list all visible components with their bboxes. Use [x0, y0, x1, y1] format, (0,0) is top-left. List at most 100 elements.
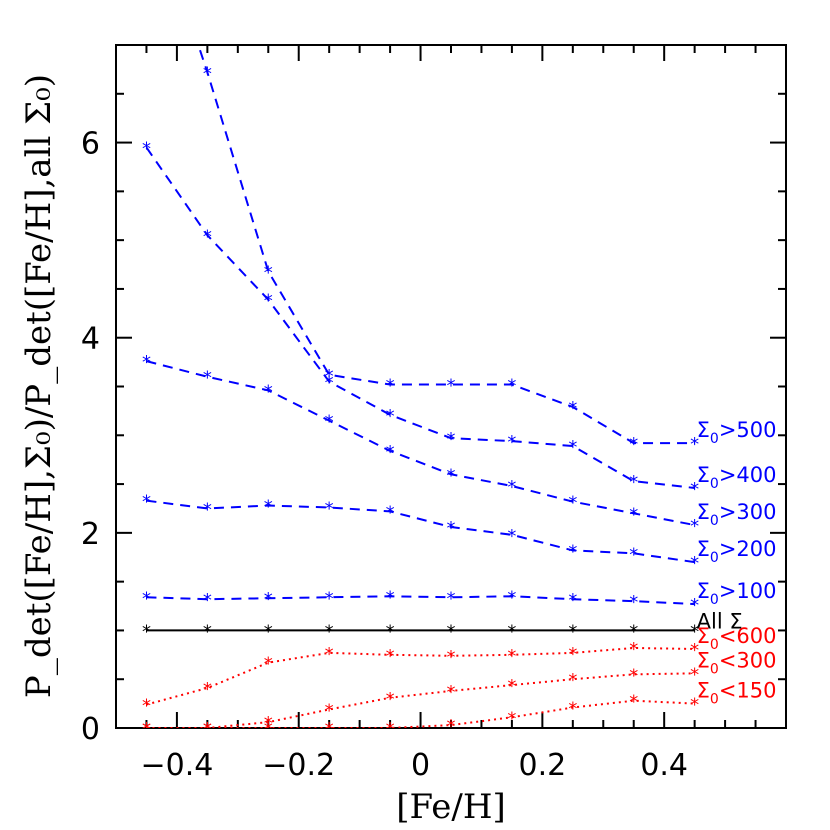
data-point-all--5: *: [629, 621, 638, 642]
data-point-all--5: *: [568, 621, 577, 642]
data-point--400-1: *: [203, 226, 212, 247]
y-tick-label: 2: [81, 517, 100, 552]
data-point--150-8: *: [325, 719, 334, 740]
data-point--500-0: *: [568, 398, 577, 419]
series-label--200-3: Σ0>200: [697, 537, 777, 566]
data-point--200-3: *: [325, 498, 334, 519]
data-point--500-0: *: [325, 366, 334, 387]
data-point--300-2: *: [447, 465, 456, 486]
data-point--100-4: *: [568, 590, 577, 611]
data-point--200-3: *: [507, 526, 516, 547]
data-point--400-1: *: [690, 479, 699, 500]
data-point--300-7: *: [629, 665, 638, 686]
data-point--300-2: *: [325, 412, 334, 433]
data-point--400-1: *: [507, 432, 516, 453]
series-line--600-6: [146, 646, 695, 706]
data-point-all--5: *: [386, 621, 395, 642]
x-tick-label: 0.4: [640, 748, 688, 783]
series-label--600-6: Σ0<600: [697, 624, 777, 653]
series-line--400-1: [145, 146, 695, 489]
data-point--100-4: *: [507, 587, 516, 608]
data-point--200-3: *: [264, 497, 273, 518]
data-point--200-3: *: [629, 544, 638, 565]
data-point--150-8: *: [507, 708, 516, 729]
data-point--300-2: *: [264, 381, 273, 402]
data-point--300-2: *: [142, 352, 151, 373]
data-point--300-7: *: [568, 670, 577, 691]
data-point--600-6: *: [325, 644, 334, 665]
data-point--400-1: *: [142, 138, 151, 159]
data-point--100-4: *: [629, 592, 638, 613]
x-tick-label: 0.2: [519, 748, 567, 783]
data-point--150-8: *: [690, 695, 699, 716]
data-point-all--5: *: [507, 621, 516, 642]
data-point--500-0: *: [386, 376, 395, 397]
data-point--300-2: *: [507, 477, 516, 498]
data-point--500-0: *: [629, 434, 638, 455]
data-point--400-1: *: [264, 291, 273, 312]
data-point--150-8: *: [447, 716, 456, 737]
data-point--300-7: *: [264, 713, 273, 734]
data-point--600-6: *: [568, 644, 577, 665]
series-layer: * * * * * * * * * * * * * * * * * * * * * * * * * * * * * * * * * * * * * * * *…: [142, 45, 699, 740]
axis-ticks: −0.4 −0.2 0 0.2 0.4 0 2 4 6: [81, 44, 787, 783]
series-line--200-3: [146, 499, 695, 564]
data-point-all--5: *: [325, 621, 334, 642]
data-point-all--5: *: [264, 621, 273, 642]
data-point--150-8: *: [264, 719, 273, 740]
series-line--300-2: [146, 360, 695, 527]
data-point--300-2: *: [203, 368, 212, 389]
data-point--100-4: *: [203, 590, 212, 611]
data-point--600-6: *: [386, 646, 395, 667]
data-point--600-6: *: [203, 679, 212, 700]
series-label--300-2: Σ0>300: [697, 500, 777, 529]
series-label--100-4: Σ0>100: [697, 579, 777, 608]
y-tick-label: 6: [81, 127, 100, 162]
data-point--500-0: *: [447, 376, 456, 397]
data-point--600-6: *: [507, 646, 516, 667]
data-point--100-4: *: [264, 589, 273, 610]
data-point--300-2: *: [690, 516, 699, 537]
data-point--150-8: *: [568, 699, 577, 720]
data-point--500-0: *: [507, 376, 516, 397]
y-tick-label: 4: [81, 322, 100, 357]
data-point-all--5: *: [203, 621, 212, 642]
data-point--600-6: *: [690, 640, 699, 661]
data-point--500-0: *: [203, 63, 212, 84]
data-point--300-7: *: [447, 682, 456, 703]
data-point--100-4: *: [447, 588, 456, 609]
data-point--150-8: *: [629, 692, 638, 713]
series-label--400-1: Σ0>400: [697, 463, 777, 492]
data-point-all--5: *: [447, 621, 456, 642]
data-point--200-3: *: [447, 518, 456, 539]
data-point-all--5: *: [690, 621, 699, 642]
data-point--300-7: *: [142, 719, 151, 740]
x-tick-label: −0.2: [262, 748, 335, 783]
data-point--200-3: *: [203, 499, 212, 520]
series-label--150-8: Σ0<150: [697, 679, 777, 708]
data-point--500-0: *: [690, 434, 699, 455]
data-point--300-7: *: [690, 664, 699, 685]
data-point--100-4: *: [690, 595, 699, 616]
series-label--300-7: Σ0<300: [697, 648, 777, 677]
series-line--500-0: [197, 45, 695, 445]
data-point-all--5: *: [142, 621, 151, 642]
x-tick-label: −0.4: [140, 748, 213, 783]
x-axis-title: [Fe/H]: [396, 787, 506, 827]
series-line--100-4: [146, 595, 695, 606]
data-point--400-1: *: [386, 406, 395, 427]
data-point--200-3: *: [142, 492, 151, 513]
data-point--400-1: *: [568, 437, 577, 458]
data-point--300-7: *: [203, 719, 212, 740]
data-point--300-2: *: [629, 504, 638, 525]
y-axis-title: P_det([Fe/H],Σ₀)/P_det([Fe/H],all Σ₀): [19, 74, 59, 698]
data-point--300-7: *: [386, 689, 395, 710]
data-point--200-3: *: [386, 502, 395, 523]
data-point--400-1: *: [629, 472, 638, 493]
data-point--600-6: *: [629, 639, 638, 660]
data-point--150-8: *: [203, 719, 212, 740]
data-point--500-0: *: [264, 262, 273, 283]
data-point--600-6: *: [447, 647, 456, 668]
